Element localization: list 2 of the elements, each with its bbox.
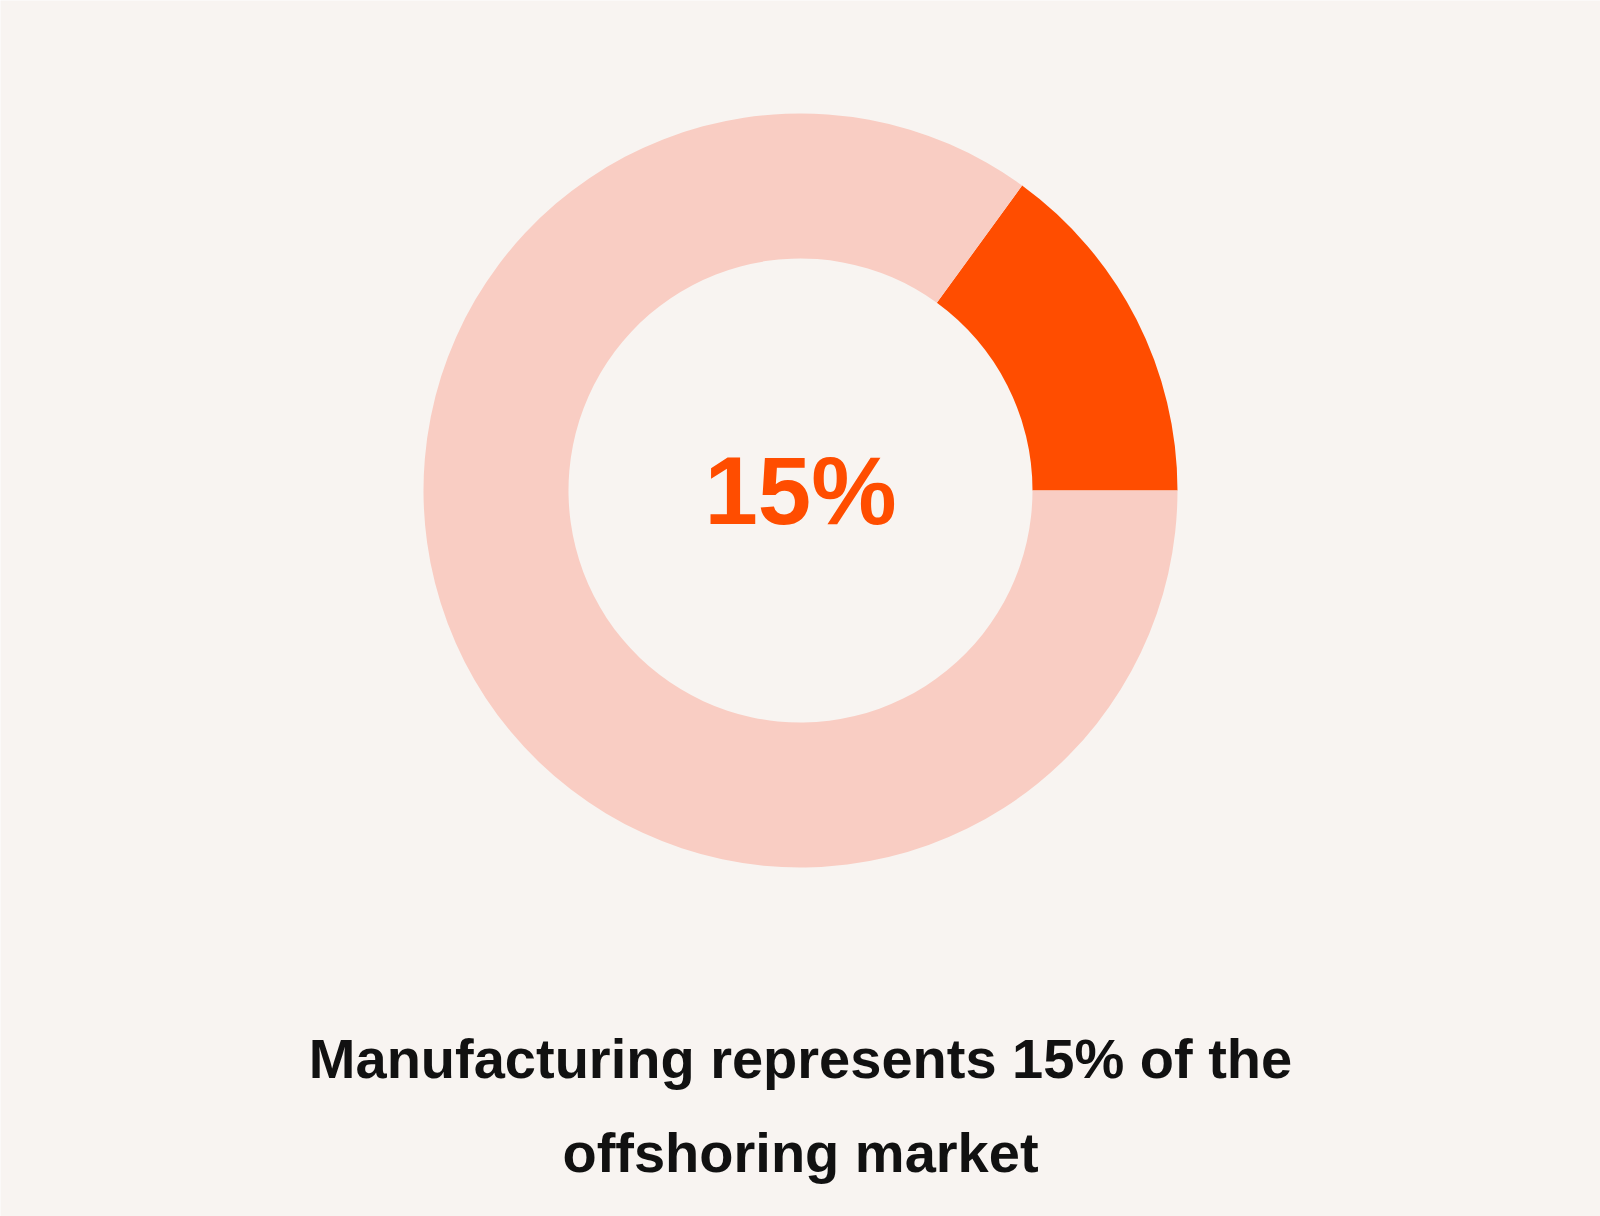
data-label: 15% [704, 437, 897, 544]
text: Manufacturing represents 15% of the offshoring market [308, 1026, 1293, 1185]
